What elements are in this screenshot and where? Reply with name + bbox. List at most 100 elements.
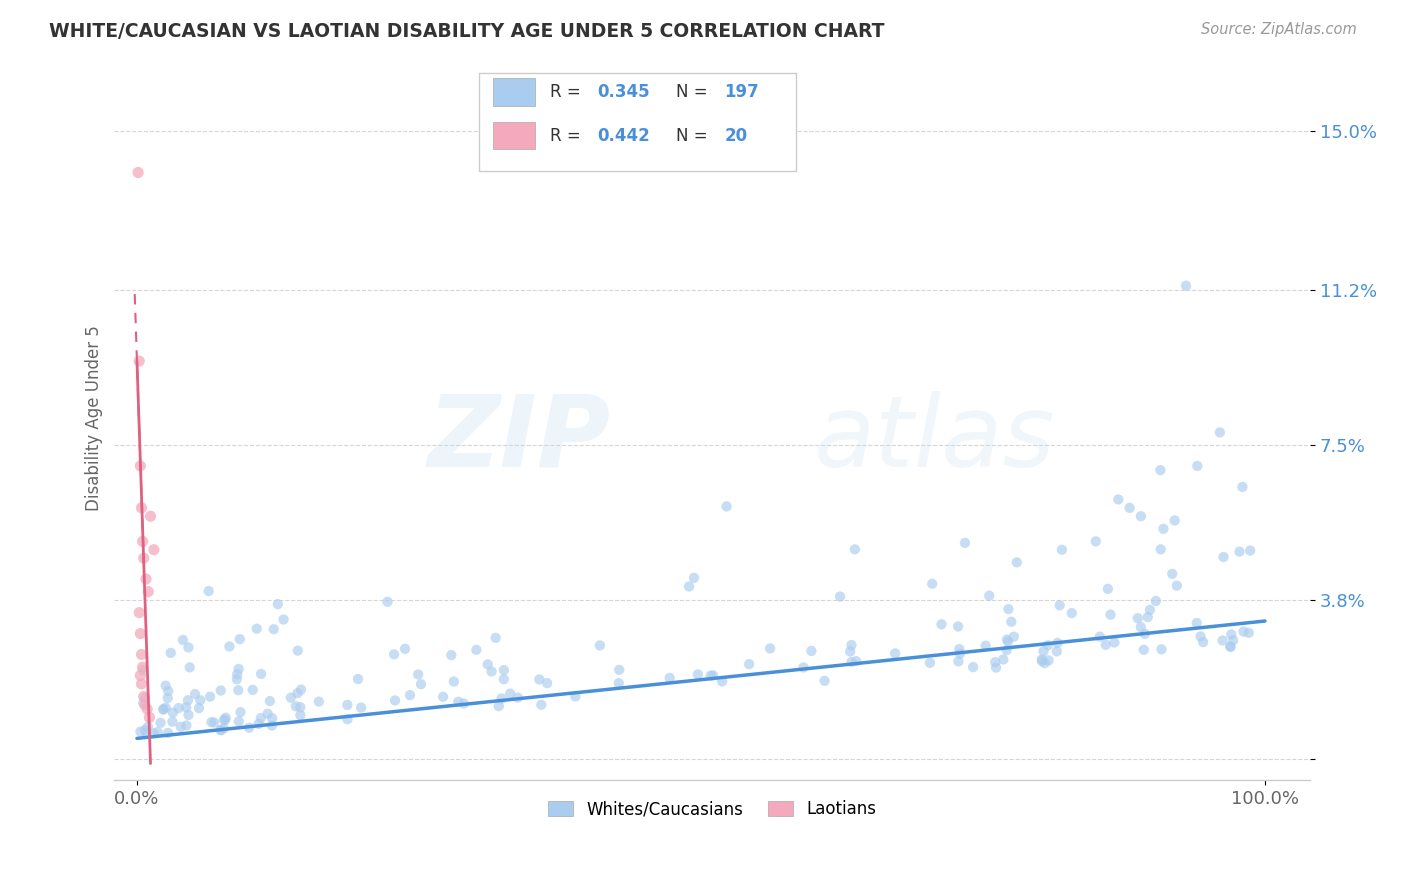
Legend: Whites/Caucasians, Laotians: Whites/Caucasians, Laotians (540, 792, 884, 826)
Point (529, 673, 551, 687)
Point (280, 690, 302, 705)
Point (1144, 594, 1167, 608)
Point (949, 647, 972, 661)
Text: 197: 197 (724, 83, 759, 101)
Point (948, 642, 970, 657)
Point (259, 694, 281, 708)
Point (1189, 630, 1212, 644)
Point (530, 698, 553, 712)
Point (1036, 638, 1059, 652)
Point (131, 534, 153, 549)
Point (136, 584, 159, 599)
Point (1126, 611, 1149, 625)
Point (931, 617, 953, 632)
Point (263, 622, 285, 636)
Point (1032, 644, 1054, 658)
Point (290, 700, 312, 714)
Point (1088, 630, 1111, 644)
Point (214, 713, 236, 727)
Text: R =: R = (550, 127, 586, 145)
Point (139, 509, 162, 524)
Point (250, 711, 273, 725)
Point (1046, 636, 1069, 650)
Point (132, 690, 155, 704)
Point (1229, 544, 1251, 558)
Point (399, 688, 422, 702)
Text: N =: N = (676, 127, 713, 145)
Point (984, 655, 1007, 669)
Point (828, 590, 851, 604)
Point (699, 668, 721, 682)
Point (1175, 278, 1198, 293)
Point (138, 710, 160, 724)
Point (1219, 640, 1241, 654)
Point (1232, 624, 1254, 639)
Point (177, 693, 200, 707)
Point (188, 701, 211, 715)
Point (212, 722, 235, 736)
Point (1107, 492, 1129, 507)
Point (184, 687, 207, 701)
Point (229, 632, 252, 646)
Point (1232, 480, 1254, 494)
Point (658, 671, 681, 685)
Point (1118, 500, 1140, 515)
Point (440, 648, 463, 662)
Point (1000, 615, 1022, 629)
Point (481, 665, 503, 679)
Point (1212, 633, 1234, 648)
Point (225, 672, 247, 686)
Point (499, 687, 522, 701)
Point (1129, 509, 1152, 524)
Point (162, 714, 184, 729)
Point (844, 542, 866, 557)
Point (759, 641, 782, 656)
Point (589, 639, 612, 653)
Point (1161, 566, 1184, 581)
Point (921, 576, 943, 591)
Point (492, 663, 515, 677)
Point (229, 705, 252, 719)
Point (209, 683, 232, 698)
Point (506, 690, 529, 705)
Point (406, 667, 429, 681)
Point (132, 696, 155, 710)
Point (453, 697, 475, 711)
Point (188, 693, 211, 707)
Point (711, 674, 734, 689)
Point (1187, 458, 1209, 473)
Point (157, 684, 180, 698)
Point (1237, 625, 1260, 640)
Point (135, 726, 157, 740)
Point (209, 723, 232, 738)
Point (1220, 627, 1243, 641)
Point (962, 660, 984, 674)
Point (226, 683, 249, 698)
Point (228, 662, 250, 676)
Point (485, 631, 508, 645)
Point (686, 667, 709, 681)
Point (1033, 656, 1056, 670)
FancyBboxPatch shape (479, 73, 796, 171)
Point (132, 663, 155, 677)
Point (432, 690, 454, 704)
Text: 20: 20 (724, 127, 748, 145)
Point (131, 660, 153, 674)
Point (156, 691, 179, 706)
Point (128, 354, 150, 368)
Point (1150, 642, 1173, 657)
Point (336, 698, 359, 712)
Point (377, 595, 399, 609)
Point (247, 716, 270, 731)
Point (336, 712, 359, 726)
Point (1139, 603, 1161, 617)
Point (162, 706, 184, 720)
Point (974, 639, 997, 653)
Point (564, 690, 586, 704)
Point (1219, 640, 1241, 654)
Point (174, 700, 197, 714)
Point (993, 652, 1015, 666)
Point (149, 715, 172, 730)
Point (1046, 644, 1069, 658)
Point (238, 721, 260, 735)
